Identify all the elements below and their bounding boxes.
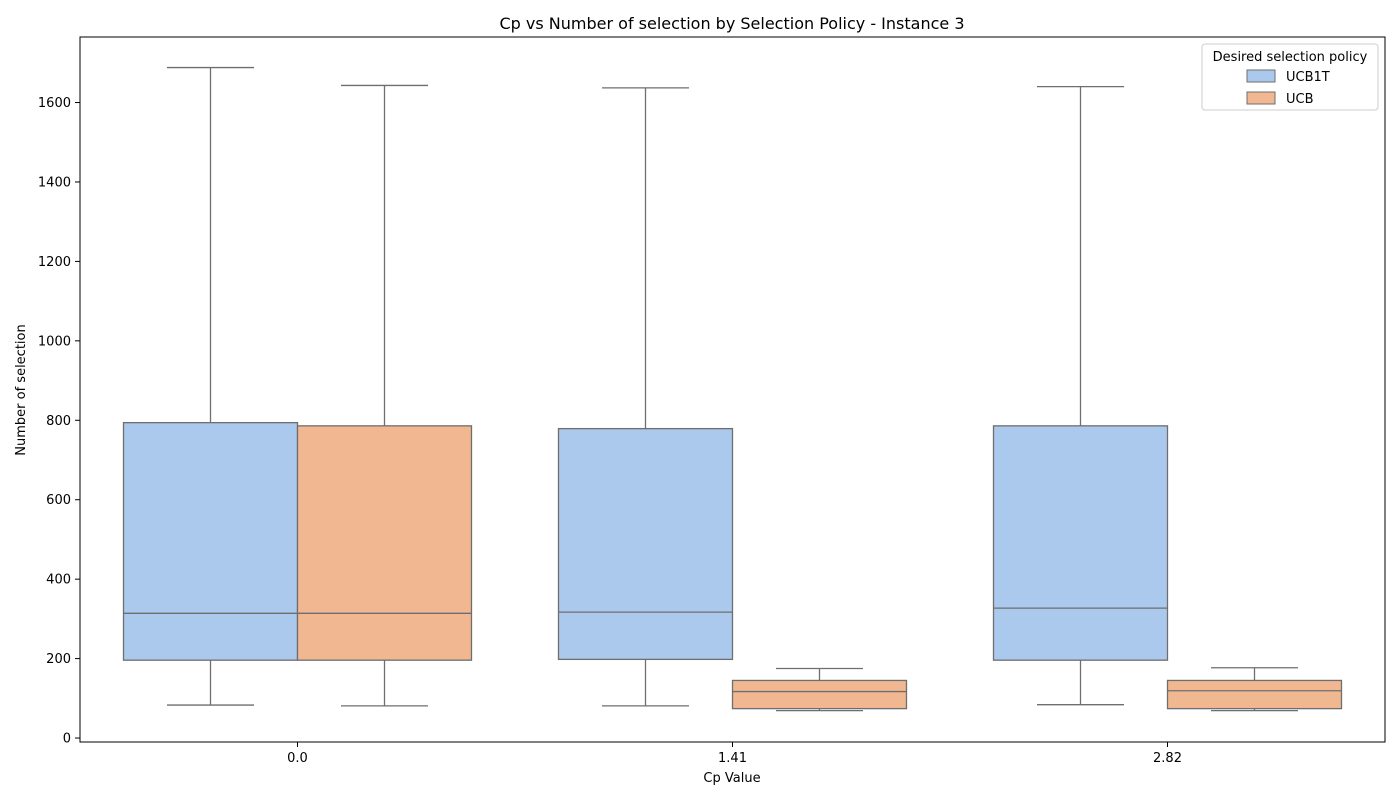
legend-frame	[1201, 43, 1379, 111]
y-tick-label: 1000	[38, 334, 71, 349]
y-tick-label: 400	[46, 573, 71, 588]
box-iqr	[557, 427, 734, 661]
box-iqr	[1166, 679, 1343, 710]
legend-label-ucb: UCB	[1286, 92, 1314, 107]
y-tick-label: 0	[63, 732, 71, 747]
box-iqr	[122, 422, 299, 661]
chart-title: Cp vs Number of selection by Selection P…	[500, 14, 965, 33]
x-tick-label: 2.82	[1153, 751, 1182, 766]
legend-swatch-ucb	[1246, 91, 1276, 105]
box-iqr	[992, 425, 1169, 661]
box-ucb-0	[296, 84, 473, 707]
x-axis-label: Cp Value	[703, 771, 760, 786]
y-tick-label: 1600	[38, 96, 71, 111]
x-tick-label: 0.0	[287, 751, 308, 766]
box-ucb1t-0	[122, 66, 299, 706]
box-ucb1t-1	[557, 87, 734, 707]
y-tick-label: 1200	[38, 255, 71, 270]
legend[interactable]: Desired selection policy UCB1T UCB	[1201, 43, 1379, 111]
plot-area: 0 200 400 600 800 1000 1200 1400 1600 0.0 1.41 2.82	[38, 36, 1386, 766]
box-ucb-1	[731, 667, 908, 712]
x-tick-label: 1.41	[718, 751, 747, 766]
y-tick-label: 600	[46, 493, 71, 508]
box-ucb-2	[1166, 667, 1343, 712]
y-tick-label: 200	[46, 652, 71, 667]
y-tick-label: 800	[46, 414, 71, 429]
box-iqr	[731, 679, 908, 710]
legend-title: Desired selection policy	[1213, 50, 1368, 65]
y-axis-label: Number of selection	[14, 324, 29, 455]
box-ucb1t-2	[992, 85, 1169, 706]
y-tick-label: 1400	[38, 175, 71, 190]
legend-swatch-ucb1t	[1246, 69, 1276, 83]
legend-label-ucb1t: UCB1T	[1286, 70, 1330, 85]
box-iqr	[296, 425, 473, 661]
